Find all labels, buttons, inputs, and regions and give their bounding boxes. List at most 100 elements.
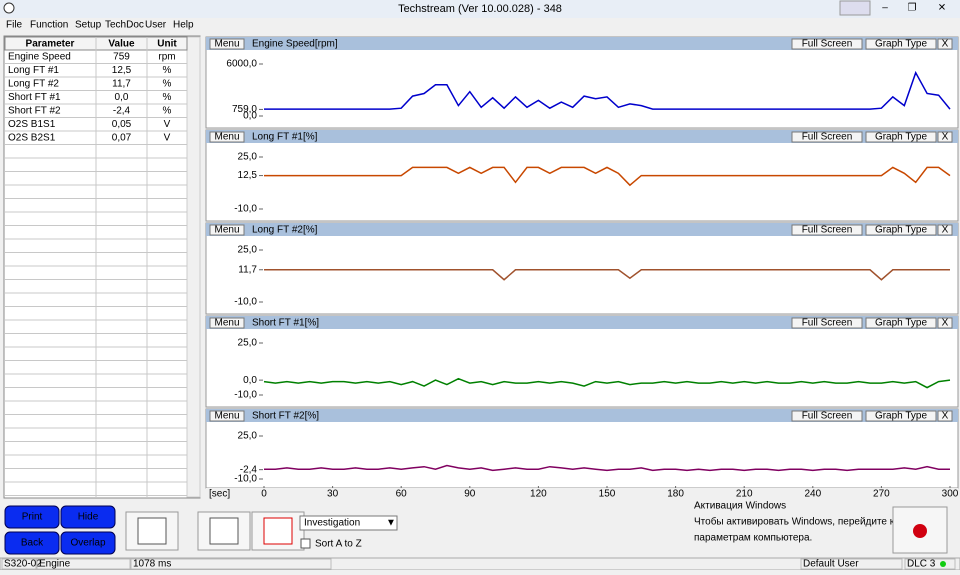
y-tick-label: 759,0 [232, 104, 257, 115]
chart-panel [205, 222, 959, 315]
menu-button-label: Menu [214, 411, 239, 422]
menu-item[interactable]: Help [173, 20, 194, 31]
close-panel-button-label: X [942, 132, 949, 143]
graph-type-button-label: Graph Type [875, 132, 928, 143]
menu-bar [0, 18, 960, 32]
tool-icon [263, 517, 293, 545]
graph-type-button[interactable] [865, 131, 937, 143]
minimize-button[interactable]: ‒ [882, 3, 888, 14]
sort-checkbox[interactable] [300, 538, 311, 549]
y-tick-label: -10,0 [234, 297, 257, 308]
menu-item[interactable]: TechDoc [105, 20, 144, 31]
graph-type-button[interactable] [865, 317, 937, 329]
table-cell: Engine Speed [8, 52, 71, 63]
action-button-label: Print [22, 512, 43, 523]
table-cell: Short FT #1 [8, 92, 61, 103]
panel-header [206, 130, 958, 143]
action-button-label: Overlap [70, 538, 105, 549]
menu-item[interactable]: User [145, 20, 167, 31]
action-button[interactable] [60, 505, 116, 529]
graph-type-button[interactable] [865, 224, 937, 236]
action-button[interactable] [60, 531, 116, 555]
full-screen-button[interactable] [791, 131, 863, 143]
table-cell: 0,05 [112, 119, 132, 130]
menu-button-label: Menu [214, 225, 239, 236]
x-tick-label: 60 [396, 489, 408, 500]
menu-button-label: Menu [214, 39, 239, 50]
y-tick-label: 0,0 [243, 375, 257, 386]
menu-button[interactable] [209, 410, 245, 422]
menu-item[interactable]: Function [30, 20, 68, 31]
connection-led [940, 561, 946, 567]
y-tick-label: -2,4 [240, 464, 258, 475]
table-cell: 0,07 [112, 133, 132, 144]
menu-button[interactable] [209, 38, 245, 50]
table-cell: -2,4 [113, 106, 131, 117]
app-icon [3, 2, 15, 14]
full-screen-button[interactable] [791, 224, 863, 236]
status-text: 1078 ms [133, 559, 171, 570]
menu-button[interactable] [209, 317, 245, 329]
table-cell: Long FT #2 [8, 79, 59, 90]
table-header-cell: Value [108, 39, 135, 50]
record-icon [913, 524, 927, 538]
action-button[interactable] [4, 531, 60, 555]
x-tick-label: 0 [261, 489, 267, 500]
full-screen-button[interactable] [791, 317, 863, 329]
mode-dropdown[interactable] [299, 515, 398, 531]
dropdown-arrow: ▼ [386, 518, 396, 529]
close-panel-button[interactable] [937, 38, 953, 50]
close-panel-button-label: X [942, 318, 949, 329]
panel-title: Short FT #2[%] [252, 411, 319, 422]
dropdown-value: Investigation [304, 518, 360, 529]
menu-item[interactable]: Setup [75, 20, 102, 31]
panel-title: Long FT #1[%] [252, 132, 318, 143]
y-tick-label: 12,5 [238, 170, 258, 181]
table-cell: rpm [158, 52, 175, 63]
y-tick-label: -10,0 [234, 204, 257, 215]
table-cell: % [163, 65, 172, 76]
graph-type-button[interactable] [865, 38, 937, 50]
status-field [1, 558, 37, 570]
y-tick-label: 0,0 [243, 111, 257, 122]
close-button[interactable] [924, 0, 960, 16]
close-panel-button[interactable] [937, 410, 953, 422]
status-field [130, 558, 332, 570]
panel-title: Long FT #2[%] [252, 225, 318, 236]
table-cell: O2S B1S1 [8, 119, 56, 130]
close-panel-button-label: X [942, 39, 949, 50]
maximize-button[interactable]: ❐ [908, 3, 917, 14]
full-screen-button[interactable] [791, 38, 863, 50]
close-panel-button[interactable] [937, 317, 953, 329]
tool-icon [137, 517, 167, 545]
menu-item[interactable]: File [6, 20, 23, 31]
window-title: Techstream (Ver 10.00.028) - 348 [398, 3, 562, 15]
status-text: Default User [803, 559, 859, 570]
y-tick-label: 25,0 [238, 152, 258, 163]
close-panel-button-label: X [942, 411, 949, 422]
status-text: Engine [39, 559, 71, 570]
menu-button-label: Menu [214, 318, 239, 329]
menu-button[interactable] [209, 131, 245, 143]
watermark-text: параметрам компьютера. [694, 533, 812, 544]
graph-type-button[interactable] [865, 410, 937, 422]
close-panel-button-label: X [942, 225, 949, 236]
x-tick-label: 90 [464, 489, 476, 500]
tool-icon [209, 517, 239, 545]
action-button[interactable] [4, 505, 60, 529]
panel-title: Engine Speed[rpm] [252, 39, 338, 50]
close-panel-button[interactable] [937, 224, 953, 236]
x-tick-label: 300 [942, 489, 959, 500]
scrollbar[interactable] [186, 36, 201, 498]
graph-type-button-label: Graph Type [875, 318, 928, 329]
table-cell: O2S B2S1 [8, 133, 56, 144]
table-cell: % [163, 92, 172, 103]
table-cell: % [163, 106, 172, 117]
table-cell: V [164, 133, 171, 144]
close-panel-button[interactable] [937, 131, 953, 143]
menu-button[interactable] [209, 224, 245, 236]
restore-button[interactable] [839, 0, 871, 16]
full-screen-button-label: Full Screen [802, 39, 853, 50]
full-screen-button[interactable] [791, 410, 863, 422]
watermark-title: Активация Windows [694, 501, 786, 512]
